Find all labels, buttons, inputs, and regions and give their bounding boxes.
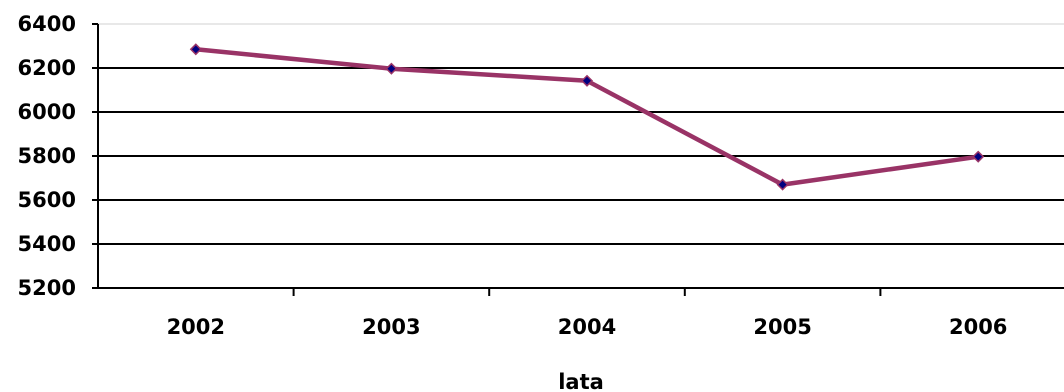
data-point-2005 bbox=[776, 178, 789, 191]
x-tick-label-2006: 2006 bbox=[949, 315, 1007, 339]
x-tick-label-2005: 2005 bbox=[753, 315, 811, 339]
axes bbox=[92, 23, 1064, 296]
y-tick-label-6000: 6000 bbox=[18, 100, 76, 124]
data-point-2006 bbox=[972, 150, 985, 163]
y-tick-label-5400: 5400 bbox=[18, 232, 76, 256]
x-axis-title: lata bbox=[558, 370, 604, 392]
data-point-2003 bbox=[385, 62, 398, 75]
tick-labels: 5200 5400 5600 5800 6000 6200 6400 2002 2003 2004… bbox=[18, 12, 1008, 339]
x-tick-label-2002: 2002 bbox=[167, 315, 225, 339]
x-tick-label-2003: 2003 bbox=[362, 315, 420, 339]
data-point-2004 bbox=[580, 74, 594, 87]
y-tick-label-5200: 5200 bbox=[18, 276, 76, 300]
series-line-0 bbox=[193, 47, 981, 187]
x-tick-label-2004: 2004 bbox=[558, 315, 616, 339]
gridlines bbox=[98, 23, 1064, 289]
series bbox=[189, 43, 985, 191]
y-tick-label-6400: 6400 bbox=[18, 12, 76, 36]
y-tick-label-6200: 6200 bbox=[18, 56, 76, 80]
y-tick-label-5600: 5600 bbox=[18, 188, 76, 212]
data-point-2002 bbox=[189, 43, 202, 56]
y-tick-label-5800: 5800 bbox=[18, 144, 76, 168]
